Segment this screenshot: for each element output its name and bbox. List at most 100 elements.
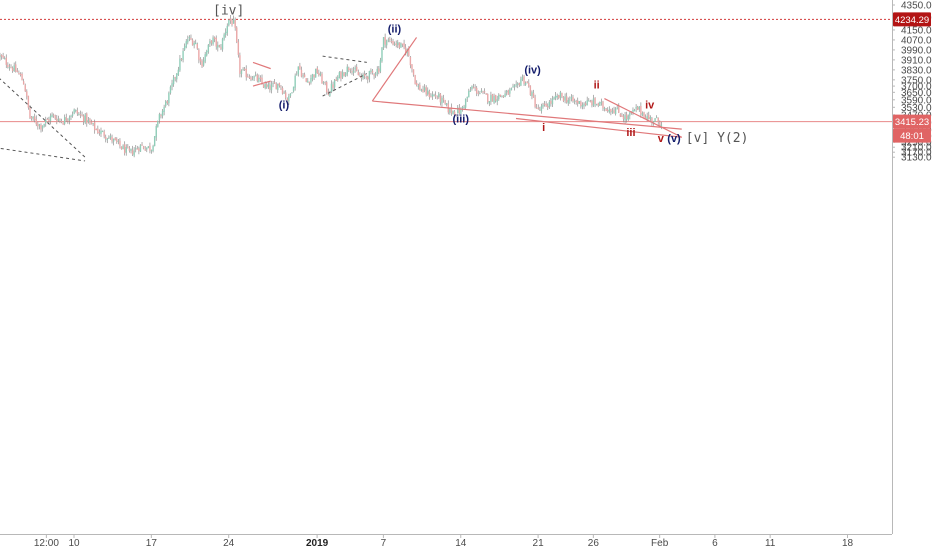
candle-down bbox=[48, 119, 50, 121]
wave-label-10: v bbox=[658, 133, 665, 145]
candle-down bbox=[213, 37, 216, 39]
candle-down bbox=[444, 100, 446, 104]
candle-up bbox=[223, 34, 225, 40]
wave-label-5: (iv) bbox=[524, 65, 541, 77]
price-badges: 4234.29 3415.23 48:01 bbox=[893, 12, 931, 143]
trendline-3[interactable] bbox=[515, 117, 682, 138]
candle-up bbox=[206, 50, 208, 56]
candle-down bbox=[367, 76, 369, 80]
candle-down bbox=[643, 112, 645, 119]
candle-down bbox=[19, 73, 22, 76]
trendline-8[interactable] bbox=[252, 80, 271, 87]
candle-down bbox=[237, 41, 240, 55]
candle-down bbox=[105, 136, 107, 140]
price-tick-label: 3530.00 bbox=[901, 103, 932, 114]
candle-up bbox=[660, 124, 663, 127]
candle-down bbox=[215, 37, 217, 47]
candle-down bbox=[144, 149, 146, 151]
trendline-5[interactable] bbox=[0, 25, 86, 158]
candle-up bbox=[176, 73, 178, 80]
candle-down bbox=[248, 76, 251, 78]
trendline-10[interactable] bbox=[322, 73, 368, 97]
candle-down bbox=[89, 119, 91, 123]
candle-up bbox=[319, 73, 322, 76]
last-price-badge-text: 3415.23 bbox=[895, 117, 929, 128]
candle-down bbox=[67, 119, 69, 121]
candle-down bbox=[621, 115, 623, 117]
candle-up bbox=[71, 114, 74, 116]
candle-up bbox=[32, 116, 34, 119]
candle-down bbox=[142, 146, 145, 149]
candle-down bbox=[119, 140, 121, 146]
candle-down bbox=[196, 43, 198, 49]
candle-up bbox=[168, 93, 170, 104]
candle-up bbox=[182, 50, 184, 60]
time-axis[interactable]: 12:00 10 17 24 2019 7 14 21 26 Feb 6 11 18 bbox=[34, 534, 854, 549]
candle-up bbox=[382, 37, 385, 48]
trendline-2[interactable] bbox=[372, 100, 682, 130]
candle-up bbox=[608, 109, 610, 113]
candle-up bbox=[346, 66, 348, 75]
candle-up bbox=[510, 88, 513, 90]
candle-up bbox=[217, 44, 219, 48]
candle-down bbox=[618, 106, 620, 113]
last-price-badge bbox=[893, 114, 931, 129]
candle-up bbox=[338, 72, 341, 78]
candle-down bbox=[236, 27, 238, 43]
candle-down bbox=[610, 109, 612, 112]
candle-down bbox=[180, 58, 183, 60]
time-tick-label: 11 bbox=[765, 538, 776, 549]
candle-down bbox=[580, 101, 582, 107]
candle-down bbox=[389, 38, 391, 41]
candle-down bbox=[419, 85, 421, 91]
candle-up bbox=[329, 92, 331, 96]
trendline-1[interactable] bbox=[371, 37, 418, 102]
candle-down bbox=[343, 72, 345, 76]
candle-down bbox=[545, 103, 547, 107]
candle-up bbox=[515, 84, 517, 86]
candle-up bbox=[41, 126, 44, 129]
candle-down bbox=[363, 74, 366, 77]
candle-up bbox=[135, 147, 137, 150]
candle-down bbox=[21, 73, 23, 81]
candle-down bbox=[199, 58, 202, 62]
candle-down bbox=[27, 95, 30, 108]
candle-down bbox=[269, 85, 271, 90]
trendline-9[interactable] bbox=[322, 55, 367, 63]
candle-down bbox=[472, 87, 475, 89]
candle-up bbox=[464, 98, 467, 108]
candle-down bbox=[76, 110, 79, 114]
candle-down bbox=[390, 41, 393, 43]
candle-up bbox=[288, 96, 290, 102]
candle-down bbox=[243, 68, 246, 70]
candle-down bbox=[351, 71, 353, 73]
candle-up bbox=[179, 58, 181, 71]
candle-down bbox=[245, 68, 247, 78]
trendline-7[interactable] bbox=[252, 61, 271, 70]
wave-label-4: (iii) bbox=[453, 113, 470, 125]
candle-down bbox=[562, 97, 565, 102]
candle-up bbox=[520, 79, 522, 86]
candle-up bbox=[322, 82, 325, 84]
time-tick-label: 17 bbox=[146, 538, 158, 549]
candle-up bbox=[498, 94, 500, 100]
candle-down bbox=[404, 47, 407, 54]
time-tick-label: 24 bbox=[223, 538, 235, 549]
candle-down bbox=[218, 45, 221, 47]
candle-up bbox=[13, 65, 15, 72]
trendline-6[interactable] bbox=[0, 140, 86, 162]
candle-up bbox=[431, 94, 434, 97]
time-tick-label: 2019 bbox=[306, 538, 329, 549]
candle-up bbox=[374, 73, 377, 76]
candle-down bbox=[458, 107, 461, 114]
candle-down bbox=[526, 81, 528, 83]
trendline-4[interactable] bbox=[604, 98, 683, 138]
candle-down bbox=[210, 40, 213, 44]
candle-up bbox=[417, 85, 419, 87]
candle-down bbox=[22, 81, 25, 85]
candle-up bbox=[599, 101, 601, 106]
candle-up bbox=[531, 91, 533, 96]
candle-down bbox=[201, 60, 203, 67]
candle-down bbox=[575, 100, 577, 102]
